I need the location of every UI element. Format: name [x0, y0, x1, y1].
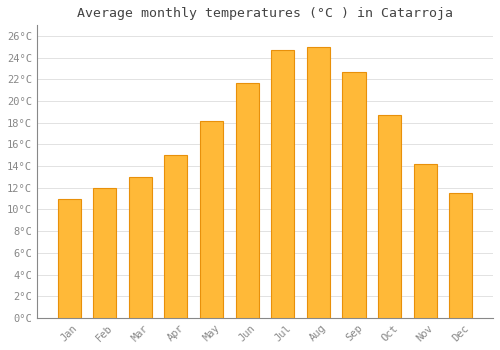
Bar: [449, 193, 472, 318]
Bar: [378, 115, 401, 318]
Bar: [236, 83, 258, 318]
Bar: [307, 47, 330, 318]
Bar: [200, 121, 223, 318]
Bar: [93, 188, 116, 318]
Bar: [342, 72, 365, 318]
Bar: [414, 164, 436, 318]
Bar: [128, 177, 152, 318]
Title: Average monthly temperatures (°C ) in Catarroja: Average monthly temperatures (°C ) in Ca…: [77, 7, 453, 20]
Bar: [271, 50, 294, 318]
Bar: [164, 155, 188, 318]
Bar: [58, 199, 80, 318]
